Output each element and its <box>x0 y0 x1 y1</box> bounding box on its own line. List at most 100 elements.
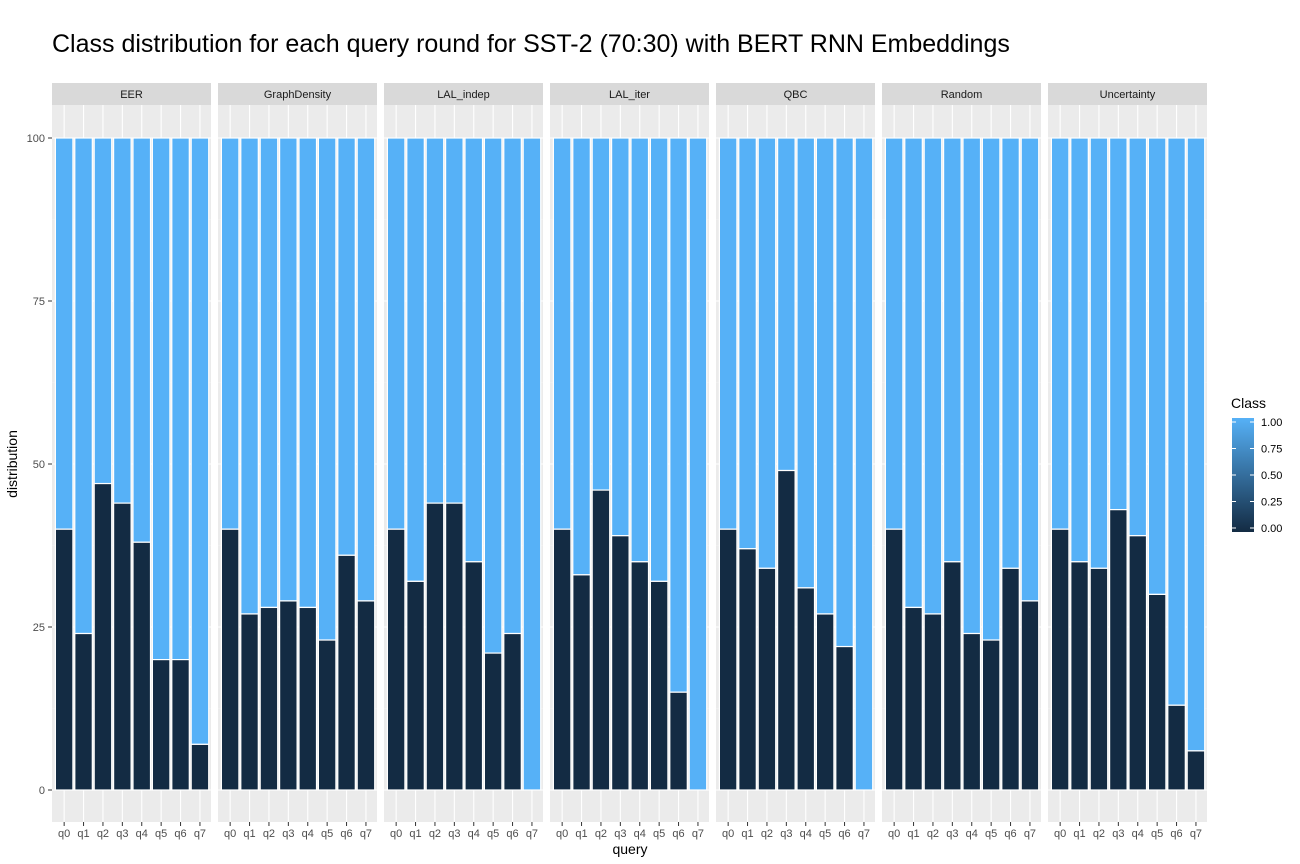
bar-class-0 <box>591 489 611 791</box>
x-tick-label: q6 <box>1170 828 1182 840</box>
bar-class-0 <box>942 561 962 791</box>
y-axis: 0 25 50 75 100 <box>27 133 52 797</box>
bar-class-0 <box>1001 567 1020 791</box>
bar-class-1 <box>1147 137 1167 595</box>
bar-class-1 <box>464 137 484 563</box>
bar-class-1 <box>815 137 835 615</box>
x-tick-label: q4 <box>468 828 480 840</box>
x-tick-label: q2 <box>761 828 773 840</box>
bar-class-1 <box>356 137 376 602</box>
x-tick-label: q7 <box>1190 828 1202 840</box>
bar-class-0 <box>572 574 591 791</box>
legend-colorbar <box>1232 418 1254 532</box>
bar-class-1 <box>54 137 74 530</box>
x-tick-label: q1 <box>243 828 255 840</box>
bar-class-1 <box>1070 137 1089 563</box>
x-tick-label: q3 <box>116 828 128 840</box>
y-tick-label: 0 <box>39 785 45 797</box>
legend-label: 0.50 <box>1261 470 1282 482</box>
bar-class-1 <box>718 137 738 530</box>
legend-label: 1.00 <box>1261 417 1282 429</box>
bar-class-0 <box>386 528 406 791</box>
legend-label: 0.75 <box>1261 444 1282 456</box>
bar-class-0 <box>1070 561 1089 791</box>
bar-class-1 <box>74 137 93 635</box>
bar-class-1 <box>171 137 190 661</box>
facet-panel: Random q0 q1 q2 q3 q4 q5 q6 q7 <box>882 83 1041 840</box>
legend-ticks: 1.00 0.75 0.50 0.25 0.00 <box>1232 417 1282 535</box>
bar-class-0 <box>317 639 337 791</box>
legend-label: 0.25 <box>1261 497 1282 509</box>
bar-class-1 <box>445 137 464 504</box>
x-tick-label: q5 <box>155 828 167 840</box>
facet-panel: LAL_indep q0 q1 q2 q3 q4 q5 q6 q7 <box>384 83 543 840</box>
facet-strip-label: Random <box>941 89 983 101</box>
bar-class-1 <box>981 137 1001 641</box>
bar-class-1 <box>483 137 503 654</box>
x-tick-label: q4 <box>302 828 314 840</box>
x-tick-label: q3 <box>1112 828 1124 840</box>
bar-class-0 <box>279 600 298 791</box>
x-tick-label: q0 <box>390 828 402 840</box>
x-tick-label: q0 <box>722 828 734 840</box>
x-tick-label: q3 <box>614 828 626 840</box>
bar-class-0 <box>718 528 738 791</box>
x-tick-label: q2 <box>927 828 939 840</box>
bar-class-1 <box>1167 137 1186 706</box>
bar-class-0 <box>240 613 259 791</box>
bar-class-0 <box>151 658 171 791</box>
facet-panel: Uncertainty q0 q1 q2 q3 q4 q5 q6 q7 <box>1048 83 1207 840</box>
facet-strip <box>218 83 377 105</box>
x-tick-label: q1 <box>77 828 89 840</box>
bar-class-1 <box>757 137 777 569</box>
bar-class-0 <box>483 652 503 791</box>
x-tick-label: q4 <box>136 828 148 840</box>
x-tick-label: q2 <box>97 828 109 840</box>
bar-class-1 <box>835 137 854 648</box>
bar-class-0 <box>757 567 777 791</box>
bar-class-1 <box>591 137 611 491</box>
bar-class-0 <box>649 580 669 791</box>
x-tick-label: q4 <box>800 828 812 840</box>
facet-panel: QBC q0 q1 q2 q3 q4 q5 q6 q7 <box>716 83 875 840</box>
bar-class-0 <box>171 658 190 791</box>
legend-label: 0.00 <box>1261 523 1282 535</box>
bar-class-1 <box>854 137 874 791</box>
bar-class-1 <box>406 137 425 582</box>
x-tick-label: q5 <box>321 828 333 840</box>
bar-class-1 <box>610 137 630 537</box>
x-tick-label: q5 <box>653 828 665 840</box>
x-tick-label: q1 <box>1073 828 1085 840</box>
bar-class-0 <box>445 502 464 791</box>
bar-class-0 <box>425 502 445 791</box>
y-axis-title: distribution <box>4 430 20 498</box>
bar-class-0 <box>776 469 796 791</box>
x-tick-label: q2 <box>595 828 607 840</box>
x-tick-label: q7 <box>526 828 538 840</box>
facet-strip <box>1048 83 1207 105</box>
bar-class-1 <box>317 137 337 641</box>
x-tick-label: q2 <box>429 828 441 840</box>
x-tick-label: q1 <box>907 828 919 840</box>
bar-class-0 <box>630 561 650 791</box>
bar-class-1 <box>151 137 171 661</box>
x-tick-label: q6 <box>1004 828 1016 840</box>
bar-class-0 <box>815 613 835 791</box>
bar-class-1 <box>386 137 406 530</box>
bar-class-1 <box>337 137 356 556</box>
x-tick-label: q3 <box>448 828 460 840</box>
facet-panel: EER q0 q1 q2 q3 q4 q5 q6 q7 <box>52 83 211 840</box>
x-tick-label: q7 <box>194 828 206 840</box>
bar-class-1 <box>572 137 591 576</box>
bar-class-1 <box>425 137 445 504</box>
bar-class-0 <box>923 613 943 791</box>
bar-class-1 <box>923 137 943 615</box>
x-tick-label: q5 <box>487 828 499 840</box>
bar-class-0 <box>1147 593 1167 791</box>
y-tick-label: 75 <box>33 296 45 308</box>
bar-class-1 <box>1108 137 1128 511</box>
bar-class-1 <box>649 137 669 582</box>
x-tick-label: q7 <box>1024 828 1036 840</box>
bar-class-1 <box>884 137 904 530</box>
